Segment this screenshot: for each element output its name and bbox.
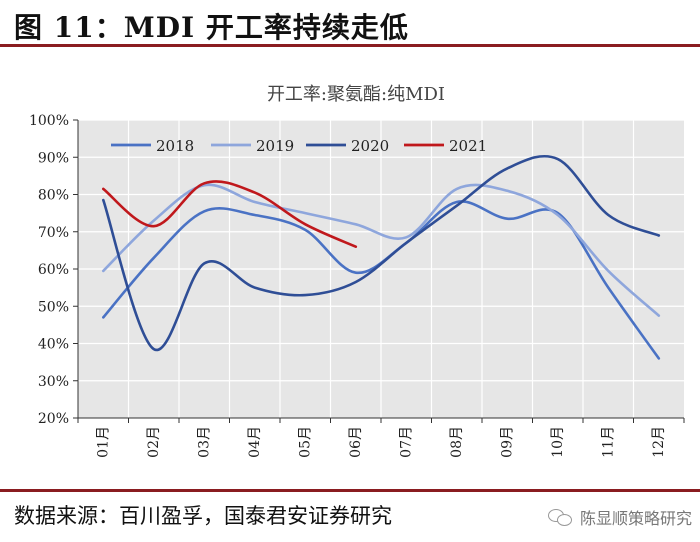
- watermark: 陈显顺策略研究: [548, 505, 692, 529]
- y-tick-label: 80%: [38, 188, 69, 204]
- line-chart: 开工率:聚氨酯:纯MDI 20% 30% 40% 50% 60% 70% 80% 90% 100…: [0, 0, 700, 489]
- x-tick-label: 08月: [449, 426, 465, 458]
- x-tick-label: 11月: [600, 426, 616, 458]
- x-tick-label: 09月: [499, 426, 515, 458]
- x-tick-label: 07月: [398, 426, 414, 458]
- x-tick-label: 10月: [550, 426, 566, 458]
- legend-label-2018: 2018: [156, 137, 194, 155]
- x-tick-label: 05月: [297, 426, 313, 458]
- x-tick-label: 01月: [95, 426, 111, 458]
- x-tick-label: 12月: [651, 426, 667, 458]
- data-source: 数据来源：百川盈孚，国泰君安证券研究: [14, 500, 392, 530]
- y-tick-label: 50%: [38, 299, 69, 315]
- y-tick-label: 40%: [38, 337, 69, 353]
- wechat-icon: [548, 507, 574, 527]
- x-tick-label: 04月: [247, 426, 263, 458]
- y-tick-label: 70%: [38, 225, 69, 241]
- legend-label-2021: 2021: [449, 137, 487, 155]
- legend-label-2019: 2019: [256, 137, 294, 155]
- x-tick-label: 03月: [196, 426, 212, 458]
- legend-label-2020: 2020: [351, 137, 389, 155]
- y-tick-label: 20%: [38, 411, 69, 427]
- x-tick-label: 06月: [348, 426, 364, 458]
- y-tick-label: 30%: [38, 374, 69, 390]
- y-tick-label: 90%: [38, 150, 69, 166]
- x-tick-label: 02月: [146, 426, 162, 458]
- watermark-text: 陈显顺策略研究: [580, 505, 692, 529]
- y-tick-label: 100%: [29, 113, 69, 129]
- figure-footer: 数据来源：百川盈孚，国泰君安证券研究 陈显顺策略研究: [0, 489, 700, 542]
- chart-title: 开工率:聚氨酯:纯MDI: [267, 84, 445, 105]
- y-tick-label: 60%: [38, 262, 69, 278]
